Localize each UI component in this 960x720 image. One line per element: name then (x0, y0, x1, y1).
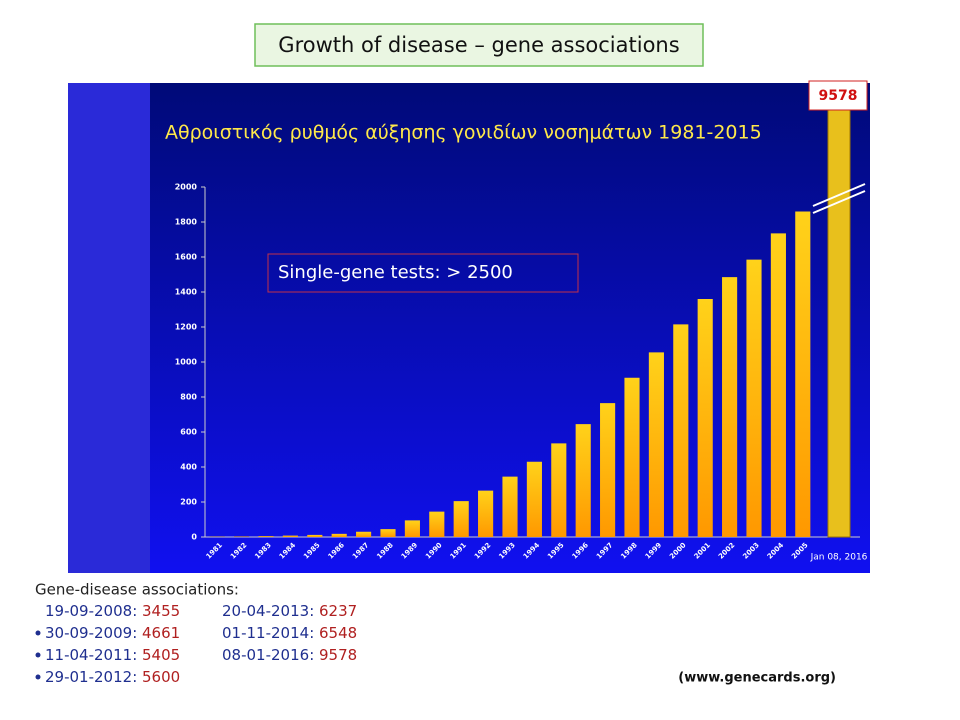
value-label: 9578 (819, 88, 858, 104)
association-date: 08-01-2016 (222, 646, 309, 664)
association: 19-09-2008: 3455 (45, 602, 180, 620)
y-tick-label: 600 (180, 428, 197, 437)
association-date: 11-04-2011 (45, 646, 132, 664)
association-value: 6548 (319, 624, 357, 642)
source: (www.genecards.org) (678, 671, 836, 686)
association-value: 5405 (142, 646, 180, 664)
x-tick-label: Jan 08, 2016 (810, 553, 868, 563)
association-separator: : (132, 624, 142, 642)
axis-break (812, 190, 866, 214)
bar (282, 535, 298, 537)
bar (648, 352, 664, 537)
bar (356, 531, 372, 537)
bullet (35, 652, 41, 658)
y-tick-label: 1400 (175, 288, 198, 297)
association: 29-01-2012: 5600 (45, 668, 180, 686)
bar (795, 211, 811, 537)
title-box (254, 23, 704, 67)
association: 20-04-2013: 6237 (222, 602, 357, 620)
bar (258, 536, 274, 537)
y-tick-label: 1000 (175, 358, 198, 367)
bar (526, 461, 542, 537)
bar (673, 324, 689, 537)
bullet (35, 630, 41, 636)
bar (600, 403, 616, 537)
association-value: 5600 (142, 668, 180, 686)
bar (307, 534, 323, 537)
bullet (35, 674, 41, 680)
association-separator: : (132, 668, 142, 686)
y-tick-label: 200 (180, 498, 197, 507)
panel-stripe (68, 83, 150, 573)
association: 01-11-2014: 6548 (222, 624, 357, 642)
bar (234, 536, 250, 537)
bar (551, 443, 567, 537)
bar (697, 299, 713, 537)
association-value: 9578 (319, 646, 357, 664)
association: 08-01-2016: 9578 (222, 646, 357, 664)
association-separator: : (309, 624, 319, 642)
y-tick-label: 1200 (175, 323, 198, 332)
association-date: 30-09-2009 (45, 624, 132, 642)
association-date: 01-11-2014 (222, 624, 309, 642)
bar (478, 490, 494, 537)
association-date: 29-01-2012 (45, 668, 132, 686)
annotation-box (267, 253, 579, 293)
bar (722, 277, 738, 537)
value-label-box (808, 80, 868, 111)
bar (453, 501, 469, 537)
association-value: 3455 (142, 602, 180, 620)
y-tick-label: 400 (180, 463, 197, 472)
association-separator: : (132, 646, 142, 664)
slide-title: Growth of disease – gene associations (278, 33, 679, 57)
y-tick-label: 0 (191, 533, 197, 542)
association-value: 6237 (319, 602, 357, 620)
y-tick-label: 1600 (175, 253, 198, 262)
axis-break (812, 183, 866, 207)
annotation: Single-gene tests: > 2500 (278, 262, 513, 283)
chart-title: Αθροιστικός ρυθμός αύξησης γονιδίων νοση… (165, 122, 762, 144)
association-separator: : (309, 602, 319, 620)
list-title: Gene-disease associations: (35, 581, 239, 599)
bar (770, 233, 786, 537)
bar (827, 107, 851, 538)
association-date: 20-04-2013 (222, 602, 309, 620)
bar (746, 259, 762, 537)
bar (575, 424, 591, 537)
y-tick-label: 1800 (175, 218, 198, 227)
association: 11-04-2011: 5405 (45, 646, 180, 664)
bar (429, 511, 445, 537)
association: 30-09-2009: 4661 (45, 624, 180, 642)
association-separator: : (309, 646, 319, 664)
bar (404, 520, 420, 537)
y-tick-label: 800 (180, 393, 197, 402)
association-value: 4661 (142, 624, 180, 642)
bar (331, 533, 347, 537)
y-tick-label: 2000 (175, 183, 198, 192)
association-separator: : (132, 602, 142, 620)
bar (380, 529, 396, 537)
bar (502, 476, 518, 537)
association-date: 19-09-2008 (45, 602, 132, 620)
bar (624, 377, 640, 537)
